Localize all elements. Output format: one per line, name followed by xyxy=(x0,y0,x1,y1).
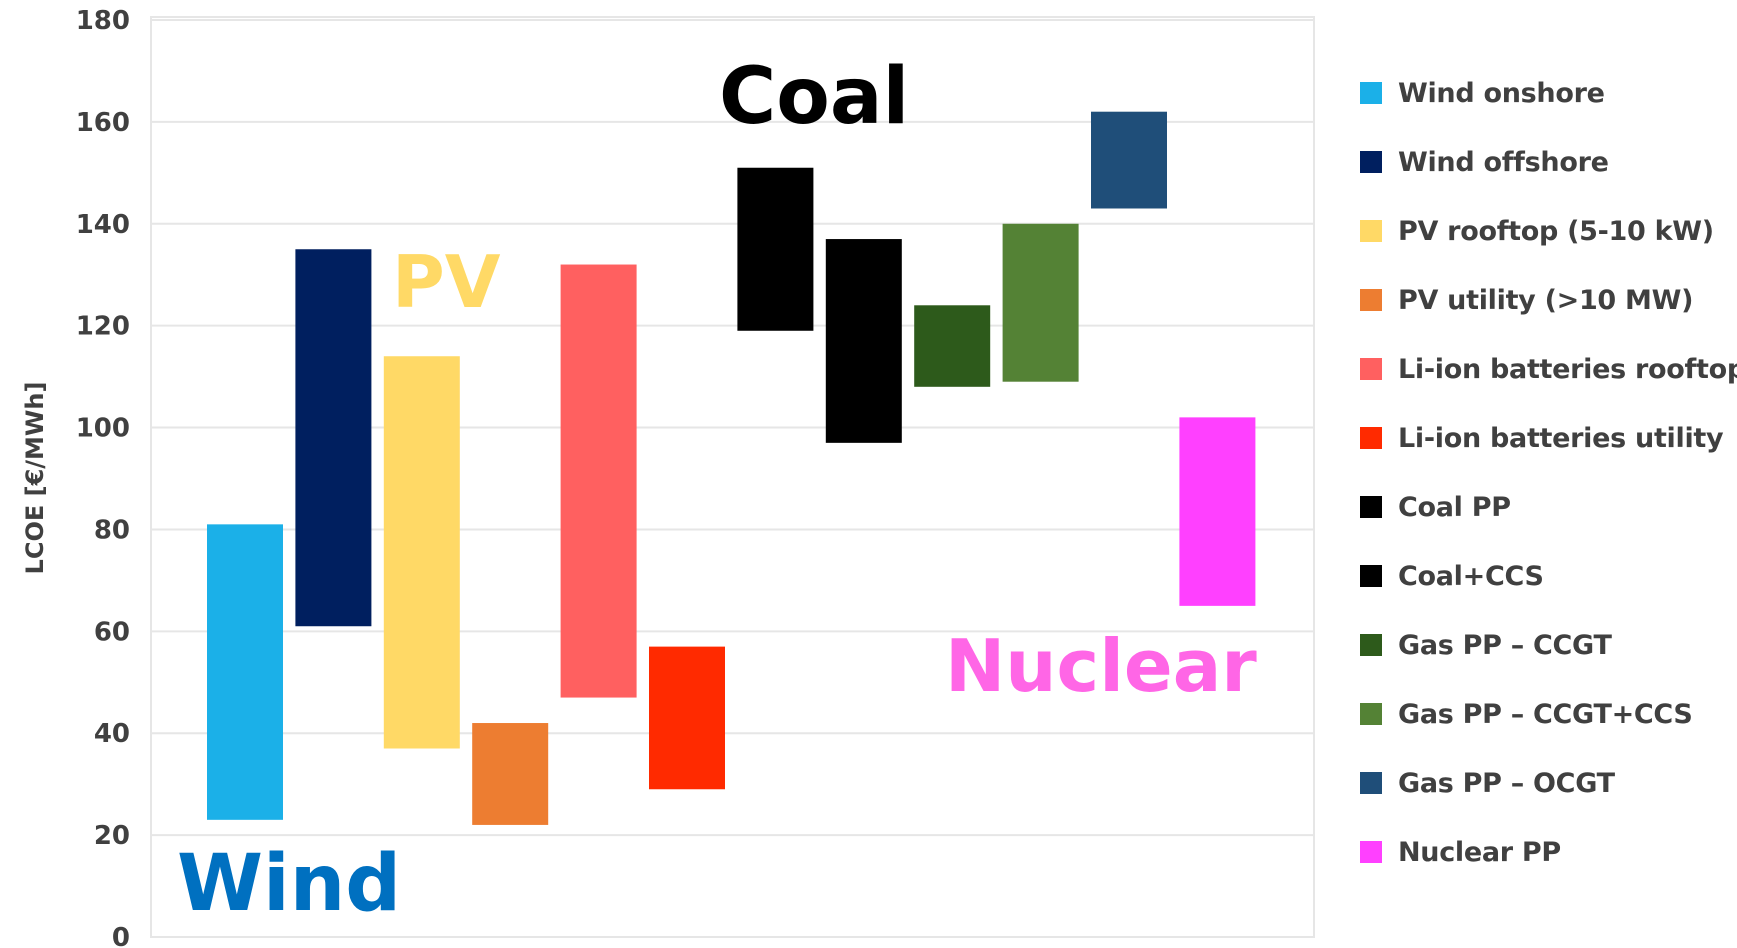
bar-gas-pp-ocgt xyxy=(1091,111,1167,209)
legend-label: Coal+CCS xyxy=(1398,560,1544,592)
legend-swatch xyxy=(1360,427,1382,449)
legend-item: Wind offshore xyxy=(1360,146,1609,178)
legend-item: Gas PP – CCGT xyxy=(1360,629,1612,661)
legend-swatch xyxy=(1360,772,1382,794)
legend-label: PV utility (>10 MW) xyxy=(1398,284,1694,316)
legend-label: Gas PP – CCGT xyxy=(1398,629,1612,661)
legend-item: PV rooftop (5-10 kW) xyxy=(1360,215,1714,247)
y-tick-label: 20 xyxy=(94,821,130,851)
y-tick-label: 100 xyxy=(76,414,130,444)
bar-coal-pp xyxy=(737,167,814,331)
legend-swatch xyxy=(1360,151,1382,173)
legend-item: Coal PP xyxy=(1360,491,1511,523)
bar-coal-ccs xyxy=(825,239,902,443)
y-tick-label: 40 xyxy=(94,719,130,749)
legend-label: Nuclear PP xyxy=(1398,836,1561,868)
y-tick-label: 180 xyxy=(76,6,130,36)
legend-label: Gas PP – CCGT+CCS xyxy=(1398,698,1693,730)
bar-li-ion-batteries-rooftop xyxy=(560,264,637,698)
annotation-wind: Wind xyxy=(177,839,402,929)
legend-item: Gas PP – OCGT xyxy=(1360,767,1615,799)
bar-wind-offshore xyxy=(295,249,372,627)
legend-item: Coal+CCS xyxy=(1360,560,1544,592)
legend-swatch xyxy=(1360,358,1382,380)
legend-item: Li-ion batteries utility xyxy=(1360,422,1724,454)
annotation-coal: Coal xyxy=(719,52,910,142)
y-tick-labels: 0 20 40 60 80 100 120 140 160 180 xyxy=(76,6,130,948)
legend-item: PV utility (>10 MW) xyxy=(1360,284,1694,316)
legend-label: Coal PP xyxy=(1398,491,1511,523)
legend-item: Wind onshore xyxy=(1360,77,1605,109)
legend-label: Li-ion batteries utility xyxy=(1398,422,1724,454)
legend-swatch xyxy=(1360,703,1382,725)
bar-pv-rooftop-5-10-kw xyxy=(383,356,460,749)
legend-label: Li-ion batteries rooftop xyxy=(1398,353,1737,385)
legend-item: Li-ion batteries rooftop xyxy=(1360,353,1737,385)
y-tick-label: 120 xyxy=(76,312,130,342)
legend-swatch xyxy=(1360,289,1382,311)
bar-pv-utility-10-mw xyxy=(472,723,549,825)
bar-gas-pp-ccgt-ccs xyxy=(1002,223,1079,382)
legend-label: Wind onshore xyxy=(1398,77,1605,109)
legend-swatch xyxy=(1360,82,1382,104)
legend-label: Wind offshore xyxy=(1398,146,1609,178)
y-tick-label: 140 xyxy=(76,210,130,240)
bar-gas-pp-ccgt xyxy=(914,305,991,387)
plot-area-border xyxy=(150,16,1315,938)
y-tick-label: 0 xyxy=(112,923,130,948)
legend-swatch xyxy=(1360,634,1382,656)
y-tick-label: 60 xyxy=(94,617,130,647)
legend-swatch xyxy=(1360,220,1382,242)
bar-li-ion-batteries-utility xyxy=(649,646,725,790)
y-tick-label: 160 xyxy=(76,108,130,138)
legend-item: Gas PP – CCGT+CCS xyxy=(1360,698,1693,730)
annotation-nuclear: Nuclear xyxy=(945,624,1257,708)
annotation-pv: PV xyxy=(392,240,501,324)
bar-nuclear-pp xyxy=(1179,417,1256,606)
y-axis-label: LCOE [€/MWh] xyxy=(21,381,49,575)
legend-swatch xyxy=(1360,565,1382,587)
y-tick-label: 80 xyxy=(94,515,130,545)
legend-item: Nuclear PP xyxy=(1360,836,1561,868)
legend-swatch xyxy=(1360,841,1382,863)
bar-wind-onshore xyxy=(207,524,283,820)
bars xyxy=(207,111,1256,825)
legend-swatch xyxy=(1360,496,1382,518)
legend-label: Gas PP – OCGT xyxy=(1398,767,1615,799)
legend-label: PV rooftop (5-10 kW) xyxy=(1398,215,1714,247)
